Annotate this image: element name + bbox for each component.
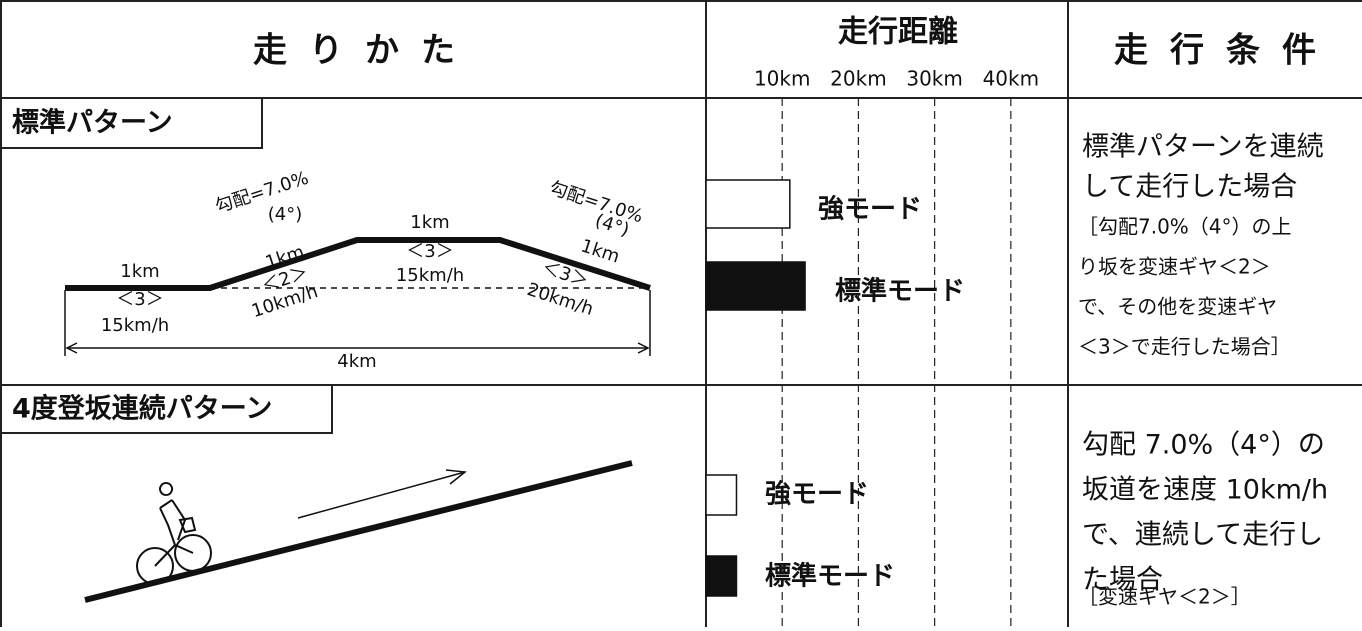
- profile-label: 1km: [578, 235, 622, 267]
- profile-label: (4°): [268, 204, 303, 225]
- bar-label: 標準モード: [765, 561, 895, 592]
- condition-text: た場合: [1082, 565, 1163, 596]
- header-distance: 走行距離: [838, 15, 958, 50]
- tick-label: 20km: [830, 67, 887, 91]
- condition-note: ［勾配7.0%（4°）の上: [1078, 215, 1292, 239]
- bar-label: 強モード: [818, 195, 922, 225]
- profile-diagram: [64, 237, 651, 356]
- condition-note: ＜3＞で走行した場合］: [1078, 335, 1291, 359]
- condition-text: 勾配 7.0%（4°）の: [1082, 430, 1325, 461]
- bar: [705, 179, 791, 229]
- condition-note: り坂を変速ギヤ＜2＞: [1078, 255, 1271, 279]
- condition-text: 坂道を速度 10km/h: [1082, 475, 1328, 506]
- tick-label: 30km: [906, 67, 963, 91]
- pattern-label: 標準パターン: [12, 107, 173, 139]
- profile-label: 15km/h: [101, 315, 169, 336]
- profile-label: 15km/h: [396, 265, 464, 286]
- bar-label: 標準モード: [835, 276, 965, 307]
- tick-label: 40km: [983, 67, 1040, 91]
- profile-label: ＜3＞: [406, 241, 453, 262]
- tick-label: 10km: [754, 67, 811, 91]
- header-method: 走りかた: [253, 31, 477, 71]
- bar: [705, 555, 738, 597]
- bar: [705, 474, 738, 516]
- header-conditions: 走行条件: [1114, 31, 1338, 71]
- slope-diagram: [84, 460, 633, 603]
- profile-label: 1km: [120, 261, 159, 282]
- condition-text: 標準パターンを連続: [1082, 132, 1324, 163]
- pattern-label: 4度登坂連続パターン: [12, 393, 272, 425]
- profile-label: 4km: [337, 351, 376, 372]
- bar-label: 強モード: [765, 480, 869, 510]
- condition-text: で、連続して走行し: [1082, 520, 1323, 551]
- condition-note: ［変速ギヤ＜2＞］: [1078, 585, 1251, 609]
- condition-text: して走行した場合: [1082, 172, 1297, 203]
- profile-label: 1km: [410, 212, 449, 233]
- condition-note: で、その他を変速ギヤ: [1078, 295, 1277, 319]
- profile-label: ＜3＞: [116, 289, 163, 310]
- bar: [705, 261, 806, 311]
